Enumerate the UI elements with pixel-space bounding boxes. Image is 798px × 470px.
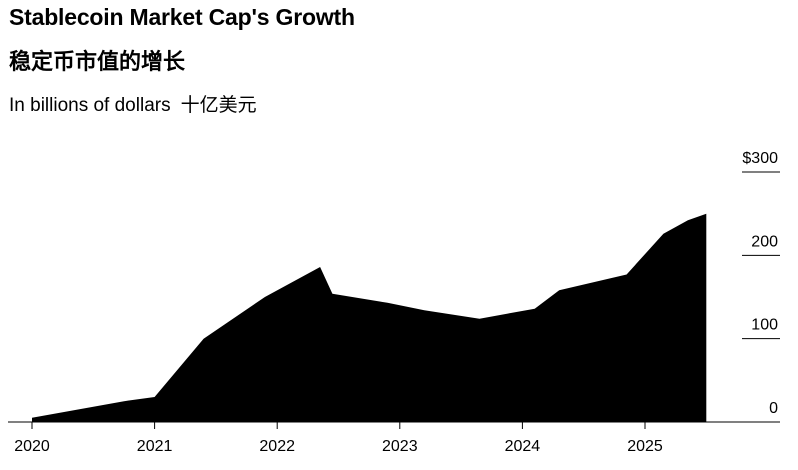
chart-title-chinese: 稳定币市值的增长 [9, 50, 186, 75]
chart-title: Stablecoin Market Cap's Growth [9, 4, 355, 30]
x-tick-label-2022: 2022 [259, 438, 295, 455]
y-axis: $300 200 100 0 [742, 150, 780, 417]
y-tick-label-0: 0 [769, 400, 778, 417]
subtitle-chinese: 十亿美元 [180, 94, 257, 116]
x-tick-label-2023: 2023 [382, 438, 418, 455]
y-tick-label-200: 200 [751, 233, 778, 250]
x-tick-label-2025: 2025 [627, 438, 663, 455]
x-axis: 2020 2021 2022 2023 2024 2025 [8, 421, 780, 455]
x-tick-label-2020: 2020 [14, 438, 50, 455]
y-tick-label-300: $300 [742, 150, 778, 167]
x-tick-label-2021: 2021 [137, 438, 173, 455]
subtitle-english: In billions of dollars [9, 95, 171, 116]
x-tick-label-2024: 2024 [505, 438, 541, 455]
area-series-0 [32, 213, 707, 422]
y-tick-label-100: 100 [751, 317, 778, 334]
area-layer [32, 213, 707, 422]
chart-subtitle: In billions of dollars 十亿美元 [9, 90, 257, 117]
